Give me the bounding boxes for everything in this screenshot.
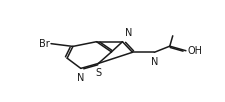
Text: N: N bbox=[77, 73, 84, 83]
Text: S: S bbox=[95, 68, 101, 78]
Text: N: N bbox=[150, 57, 157, 67]
Text: OH: OH bbox=[187, 46, 201, 56]
Text: N: N bbox=[124, 28, 132, 38]
Text: Br: Br bbox=[39, 39, 50, 49]
